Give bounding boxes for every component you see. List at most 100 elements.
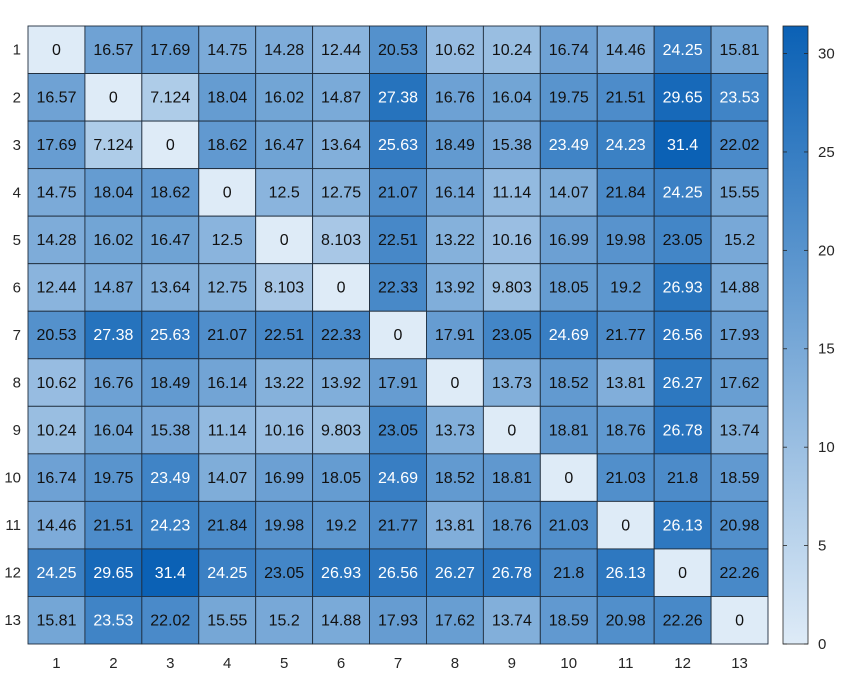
cell-value-label: 16.74	[549, 42, 589, 59]
colorbar-tick-label: 30	[818, 46, 835, 63]
heatmap-cell	[596, 358, 655, 407]
cell-value-label: 13.81	[606, 375, 646, 392]
cell-value-label: 22.26	[663, 612, 703, 629]
heatmap-cell	[27, 168, 86, 217]
x-tick-label: 11	[618, 655, 634, 672]
cell-value-label: 18.04	[207, 90, 247, 107]
heatmap-cell	[369, 215, 427, 265]
heatmap-cell	[653, 215, 712, 265]
colorbar-tick-label: 25	[818, 144, 835, 161]
cell-value-label: 16.76	[435, 90, 475, 107]
cell-value-label: 24.25	[663, 185, 703, 202]
heatmap-cell	[141, 25, 200, 74]
cell-value-label: 15.81	[720, 42, 760, 59]
heatmap-cell	[141, 405, 200, 455]
x-tick-label: 4	[223, 655, 231, 672]
heatmap-cell	[596, 263, 655, 312]
cell-value-label: 10.24	[492, 42, 532, 59]
heatmap-cell	[369, 168, 427, 217]
heatmap-cell	[596, 120, 655, 170]
cell-value-label: 14.07	[207, 470, 247, 487]
heatmap-cell	[482, 500, 541, 550]
cell-value-label: 15.2	[724, 232, 755, 249]
heatmap-cell	[710, 73, 769, 122]
cell-value-label: 19.2	[610, 280, 641, 297]
cell-value-label: 19.75	[549, 90, 589, 107]
y-tick-label: 1	[13, 42, 21, 59]
heatmap-cell	[141, 548, 200, 597]
cell-value-label: 24.23	[150, 517, 190, 534]
cell-value-label: 17.69	[36, 137, 76, 154]
heatmap-cell	[369, 548, 427, 597]
heatmap-cell	[369, 453, 427, 502]
heatmap-cell	[369, 596, 427, 645]
cell-value-label: 26.93	[663, 280, 703, 297]
heatmap-cell	[710, 263, 769, 312]
x-tick-label: 13	[731, 655, 748, 672]
cell-value-label: 18.81	[492, 470, 532, 487]
cell-value-label: 26.78	[663, 422, 703, 439]
cell-value-label: 0	[564, 470, 573, 487]
heatmap-cell	[653, 358, 712, 407]
cell-value-label: 18.52	[549, 375, 589, 392]
heatmap-cell	[482, 358, 541, 407]
y-tick-label: 8	[13, 375, 21, 392]
heatmap-cell	[141, 215, 200, 265]
heatmap-cell	[255, 596, 314, 645]
heatmap-cell	[84, 25, 143, 74]
cell-value-label: 23.05	[264, 565, 304, 582]
heatmap-cell	[482, 405, 541, 455]
heatmap-cell	[539, 310, 598, 360]
heatmap-cell	[198, 500, 257, 550]
heatmap-cell	[27, 405, 86, 455]
cell-value-label: 18.62	[150, 185, 190, 202]
cell-value-label: 26.27	[663, 375, 703, 392]
heatmap-cell	[141, 168, 200, 217]
x-tick-label: 3	[166, 655, 174, 672]
cell-value-label: 10.16	[492, 232, 532, 249]
heatmap-cell	[653, 453, 712, 502]
heatmap-cell	[369, 73, 427, 122]
cell-value-label: 22.51	[264, 327, 304, 344]
heatmap-cell	[198, 405, 257, 455]
cell-value-label: 19.2	[326, 517, 357, 534]
cell-value-label: 18.49	[435, 137, 475, 154]
heatmap-cell	[141, 120, 200, 170]
heatmap-cell	[312, 548, 370, 597]
heatmap-cell	[255, 120, 314, 170]
cell-value-label: 7.124	[150, 90, 190, 107]
cell-value-label: 21.51	[606, 90, 646, 107]
heatmap-cell	[653, 500, 712, 550]
heatmap-cell	[539, 453, 598, 502]
heatmap-cell	[84, 263, 143, 312]
cell-value-label: 13.22	[264, 375, 304, 392]
cell-value-label: 11.14	[492, 185, 531, 202]
y-tick-label: 4	[13, 184, 21, 201]
colorbar-gradient	[782, 25, 809, 645]
heatmap-cell	[198, 215, 257, 265]
heatmap-cells: 0 16.57 17.69 14.75 14.28 12.44 20.53 10.62 10.2…	[27, 25, 769, 645]
cell-value-label: 12.5	[212, 232, 243, 249]
heatmap-cell	[539, 168, 598, 217]
cell-value-label: 18.04	[93, 185, 133, 202]
cell-value-label: 0	[280, 232, 289, 249]
heatmap-cell	[312, 25, 370, 74]
heatmap-cell	[312, 453, 370, 502]
heatmap-cell	[198, 596, 257, 645]
cell-value-label: 21.84	[606, 185, 646, 202]
cell-value-label: 23.05	[663, 232, 703, 249]
heatmap-cell	[255, 358, 314, 407]
heatmap-cell	[539, 596, 598, 645]
cell-value-label: 16.04	[492, 90, 532, 107]
cell-value-label: 18.76	[492, 517, 532, 534]
cell-value-label: 0	[109, 90, 118, 107]
cell-value-label: 17.93	[720, 327, 760, 344]
heatmap-cell	[255, 310, 314, 360]
cell-value-label: 0	[337, 280, 346, 297]
cell-value-label: 13.81	[435, 517, 475, 534]
heatmap-cell	[539, 73, 598, 122]
heatmap-cell	[198, 310, 257, 360]
x-tick-label: 12	[674, 655, 691, 672]
cell-value-label: 14.28	[264, 42, 304, 59]
